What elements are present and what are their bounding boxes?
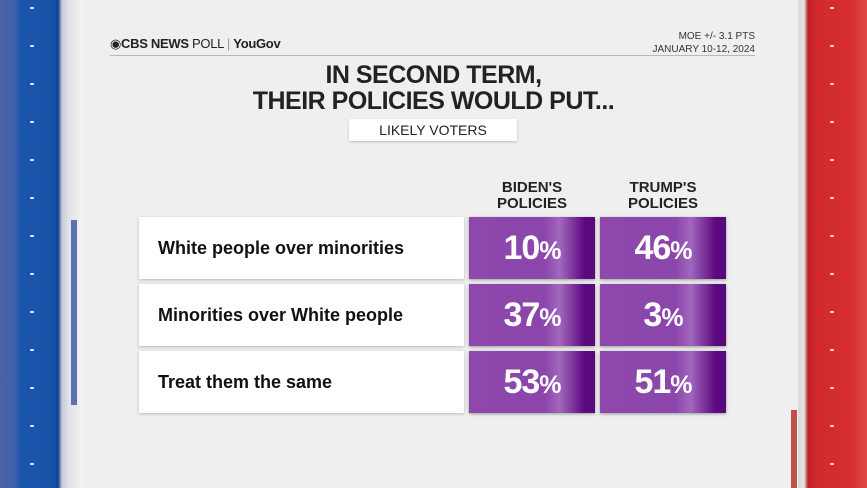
column-header-line: POLICIES xyxy=(627,195,698,212)
poll-meta: MOE +/- 3.1 PTS JANUARY 10-12, 2024 xyxy=(653,30,755,56)
row-label: Treat them the same xyxy=(139,351,464,413)
stripe-tick xyxy=(830,121,834,123)
stripe-tick xyxy=(30,273,34,275)
stripe-tick xyxy=(30,121,34,123)
brand-cbs: CBS NEWS xyxy=(121,36,189,51)
percent-sign: % xyxy=(539,304,561,332)
value-number: 53 xyxy=(503,363,540,401)
title-line-1: IN SECOND TERM, xyxy=(325,61,542,89)
stripe-tick xyxy=(830,349,834,351)
value-cell: 37% xyxy=(469,284,595,346)
value-number: 46 xyxy=(634,229,671,267)
stripe-tick xyxy=(30,83,34,85)
value-number: 3 xyxy=(643,296,662,334)
cbs-news-poll-logo: ◉CBS NEWS POLL | YouGov xyxy=(110,36,281,51)
percent-sign: % xyxy=(670,237,692,265)
stripe-tick xyxy=(30,7,34,9)
left-blue-stripe xyxy=(0,0,70,488)
column-header-biden: BIDEN'S POLICIES xyxy=(469,180,595,212)
percent-sign: % xyxy=(661,304,683,332)
dates-text: JANUARY 10-12, 2024 xyxy=(652,44,755,55)
stripe-tick xyxy=(30,463,34,465)
value-cell: 10% xyxy=(469,217,595,279)
stripe-tick xyxy=(830,45,834,47)
row-label: White people over minorities xyxy=(139,217,464,279)
row-label: Minorities over White people xyxy=(139,284,464,346)
stripe-tick xyxy=(30,387,34,389)
moe-text: MOE +/- 3.1 PTS xyxy=(678,31,755,42)
value-number: 37 xyxy=(503,296,540,334)
left-accent-bar xyxy=(71,220,77,405)
stripe-tick xyxy=(830,197,834,199)
stripe-tick xyxy=(830,273,834,275)
stripe-tick xyxy=(30,425,34,427)
stripe-tick xyxy=(830,159,834,161)
stripe-tick xyxy=(30,235,34,237)
stripe-tick xyxy=(830,7,834,9)
stripe-tick xyxy=(30,197,34,199)
title-line-2: THEIR POLICIES WOULD PUT... xyxy=(252,87,615,115)
stripe-tick xyxy=(30,159,34,161)
percent-sign: % xyxy=(539,237,561,265)
stripe-tick xyxy=(830,83,834,85)
brand-partner: YouGov xyxy=(233,36,281,51)
stripe-tick xyxy=(830,387,834,389)
stripe-tick xyxy=(830,311,834,313)
value-cell: 3% xyxy=(600,284,726,346)
percent-sign: % xyxy=(670,371,692,399)
column-header-line: POLICIES xyxy=(496,195,567,212)
header-divider xyxy=(110,55,755,56)
stripe-tick xyxy=(830,425,834,427)
right-accent-bar xyxy=(791,410,797,488)
value-number: 51 xyxy=(634,363,671,401)
value-number: 10 xyxy=(503,229,540,267)
stripe-tick xyxy=(30,349,34,351)
value-cell: 51% xyxy=(600,351,726,413)
percent-sign: % xyxy=(539,371,561,399)
stripe-tick xyxy=(830,235,834,237)
stripe-tick xyxy=(30,45,34,47)
stripe-tick xyxy=(830,463,834,465)
subtitle-badge: LIKELY VOTERS xyxy=(349,119,517,141)
value-cell: 53% xyxy=(469,351,595,413)
column-header-trump: TRUMP'S POLICIES xyxy=(600,180,726,212)
column-header-line: TRUMP'S xyxy=(629,179,697,196)
brand-poll: POLL xyxy=(192,36,224,51)
right-red-stripe xyxy=(798,0,867,488)
stripe-tick xyxy=(30,311,34,313)
cbs-eye-icon: ◉ xyxy=(110,36,122,51)
column-header-line: BIDEN'S xyxy=(501,179,563,196)
page-title: IN SECOND TERM, THEIR POLICIES WOULD PUT… xyxy=(0,62,867,114)
value-cell: 46% xyxy=(600,217,726,279)
